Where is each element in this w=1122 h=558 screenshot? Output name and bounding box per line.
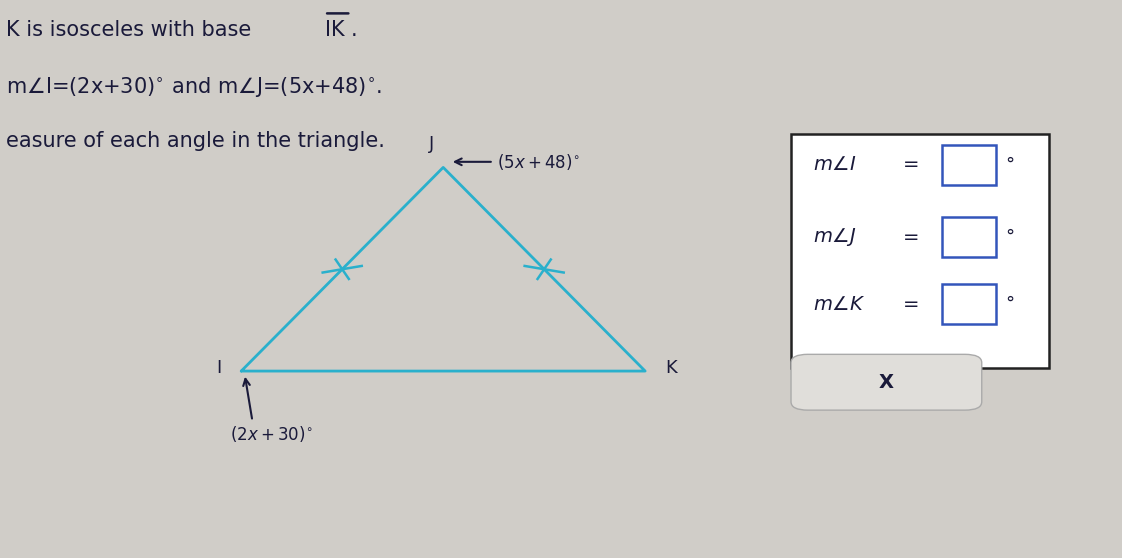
Text: $(2x + 30)^{\circ}$: $(2x + 30)^{\circ}$ — [230, 424, 313, 444]
Text: easure of each angle in the triangle.: easure of each angle in the triangle. — [6, 131, 385, 151]
Text: $(5x + 48)^{\circ}$: $(5x + 48)^{\circ}$ — [497, 152, 580, 172]
FancyBboxPatch shape — [942, 217, 996, 257]
Text: I: I — [215, 359, 221, 377]
Text: m$\angle$I=(2x+30)$^{\circ}$ and m$\angle$J=(5x+48)$^{\circ}$.: m$\angle$I=(2x+30)$^{\circ}$ and m$\angl… — [6, 75, 381, 99]
Text: =: = — [903, 155, 920, 174]
Text: m$\angle$I: m$\angle$I — [813, 155, 857, 174]
FancyBboxPatch shape — [942, 284, 996, 324]
FancyBboxPatch shape — [942, 145, 996, 185]
FancyBboxPatch shape — [791, 354, 982, 410]
Text: .: . — [351, 20, 358, 40]
Text: IK: IK — [325, 20, 344, 40]
Text: °: ° — [1005, 295, 1014, 313]
Text: K is isosceles with base: K is isosceles with base — [6, 20, 257, 40]
Text: m$\angle$K: m$\angle$K — [813, 295, 866, 314]
Text: °: ° — [1005, 228, 1014, 246]
Text: =: = — [903, 228, 920, 247]
Text: K: K — [665, 359, 677, 377]
Text: X: X — [879, 373, 894, 392]
Text: °: ° — [1005, 156, 1014, 174]
Text: m$\angle$J: m$\angle$J — [813, 226, 857, 248]
Text: =: = — [903, 295, 920, 314]
FancyBboxPatch shape — [791, 134, 1049, 368]
Text: J: J — [430, 136, 434, 153]
